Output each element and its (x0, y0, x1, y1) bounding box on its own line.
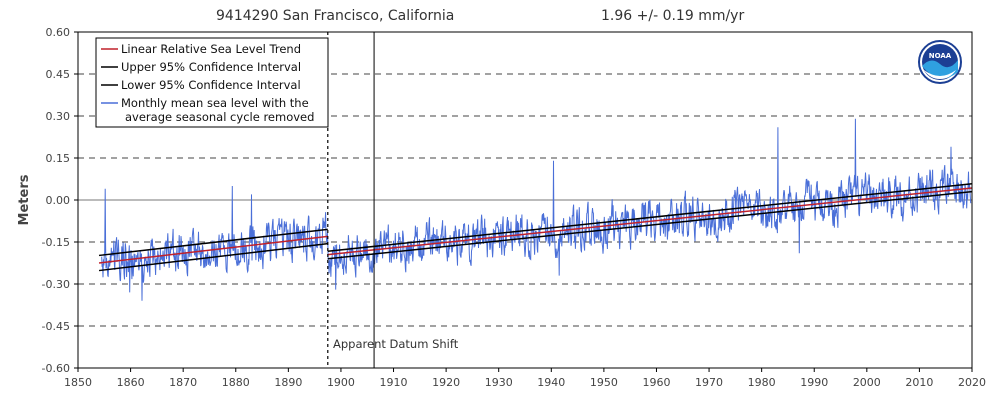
x-tick-label: 2010 (905, 376, 933, 389)
legend-label-monthly-line2: average seasonal cycle removed (125, 110, 314, 124)
y-axis-title: Meters (17, 174, 32, 225)
x-tick-label: 1940 (537, 376, 565, 389)
legend-label-monthly-line1: Monthly mean sea level with the (121, 96, 309, 110)
y-tick-label: -0.45 (42, 320, 70, 333)
x-tick-label: 1850 (64, 376, 92, 389)
chart-title: 9414290 San Francisco, California (216, 8, 454, 24)
x-tick-label: 1880 (222, 376, 250, 389)
legend-label-upper: Upper 95% Confidence Interval (121, 60, 301, 74)
x-tick-label: 2020 (958, 376, 986, 389)
legend-label-lower: Lower 95% Confidence Interval (121, 78, 301, 92)
monthly-mean-sea-level-line (101, 118, 972, 301)
x-tick-label: 1990 (800, 376, 828, 389)
x-tick-label: 1960 (642, 376, 670, 389)
y-tick-label: -0.15 (42, 236, 70, 249)
y-tick-label: 0.00 (46, 194, 71, 207)
x-tick-label: 1860 (117, 376, 145, 389)
legend-box (95, 37, 329, 128)
trend-layer (98, 183, 973, 272)
noaa-logo-text: NOAA (929, 52, 952, 60)
noaa-logo-wave (924, 70, 956, 79)
x-tick-label: 1930 (485, 376, 513, 389)
upper-confidence-line (327, 183, 973, 252)
monthly-series-layer (101, 118, 972, 301)
x-tick-label: 1970 (695, 376, 723, 389)
lower-confidence-line (327, 190, 973, 260)
lower-confidence-line (98, 242, 328, 272)
x-tick-label: 1920 (432, 376, 460, 389)
datum-shift-label: Apparent Datum Shift (333, 337, 459, 351)
y-tick-label: 0.15 (46, 152, 71, 165)
x-tick-label: 1890 (274, 376, 302, 389)
y-tick-label: 0.60 (46, 26, 71, 39)
x-tick-label: 2000 (853, 376, 881, 389)
x-tick-label: 1900 (327, 376, 355, 389)
axis-layer: 0.60 0.45 0.30 0.15 0.00 -0.15 -0.30 -0.45 -0.60… (42, 26, 986, 389)
x-tick-label: 1910 (380, 376, 408, 389)
y-tick-label: 0.30 (46, 110, 71, 123)
legend: Linear Relative Sea Level Trend Upper 95… (95, 37, 329, 128)
noaa-logo: NOAA (918, 40, 962, 84)
linear-trend-line (98, 235, 328, 264)
x-tick-label: 1870 (169, 376, 197, 389)
x-tick-label: 1980 (748, 376, 776, 389)
legend-label-trend: Linear Relative Sea Level Trend (121, 42, 301, 56)
y-tick-label: 0.45 (46, 68, 71, 81)
y-tick-label: -0.60 (42, 362, 70, 375)
noaa-logo-gull (922, 60, 958, 79)
linear-trend-line (327, 187, 973, 256)
upper-confidence-line (98, 228, 328, 257)
x-tick-label: 1950 (590, 376, 618, 389)
y-tick-label: -0.30 (42, 278, 70, 291)
trend-rate-label: 1.96 +/- 0.19 mm/yr (601, 8, 744, 24)
